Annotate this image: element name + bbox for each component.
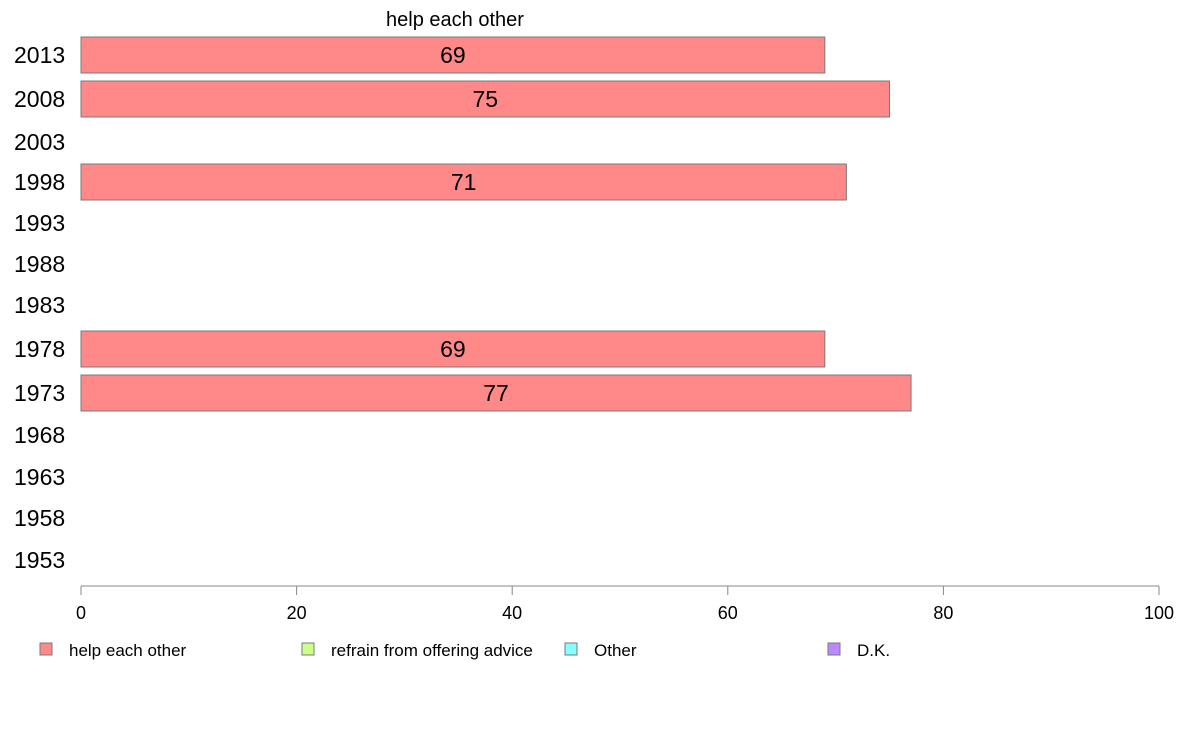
chart-series-title: help each other xyxy=(386,9,524,31)
bar-2008 xyxy=(80,80,890,118)
year-label-1953: 1953 xyxy=(14,547,65,573)
legend-swatch-2 xyxy=(564,642,578,656)
bar-1973 xyxy=(80,374,912,412)
data-label-1998: 71 xyxy=(451,169,477,195)
legend-swatch-1 xyxy=(301,642,315,656)
x-axis: 0 20 40 60 80 100 xyxy=(76,585,1174,623)
year-labels: 2013 2008 2003 1998 1993 1988 1983 1978 1973 1968… xyxy=(14,42,65,573)
legend-swatch-0 xyxy=(39,642,53,656)
x-tick-label-20: 20 xyxy=(287,603,307,623)
legend-label-3: D.K. xyxy=(857,641,890,660)
year-label-2003: 2003 xyxy=(14,129,65,155)
legend: help each other refrain from offering adv… xyxy=(39,641,890,660)
year-label-1958: 1958 xyxy=(14,505,65,531)
bar-1998 xyxy=(80,163,847,201)
legend-label-2: Other xyxy=(594,641,637,660)
year-label-2008: 2008 xyxy=(14,86,65,112)
legend-label-1: refrain from offering advice xyxy=(331,641,533,660)
data-label-1978: 69 xyxy=(440,336,466,362)
year-label-1968: 1968 xyxy=(14,422,65,448)
data-label-2013: 69 xyxy=(440,42,466,68)
x-tick-label-80: 80 xyxy=(933,603,953,623)
year-label-1978: 1978 xyxy=(14,336,65,362)
x-tick-label-0: 0 xyxy=(76,603,86,623)
year-label-1973: 1973 xyxy=(14,380,65,406)
year-label-1988: 1988 xyxy=(14,251,65,277)
bar-1978 xyxy=(80,330,826,368)
data-label-1973: 77 xyxy=(483,380,509,406)
x-tick-label-100: 100 xyxy=(1144,603,1174,623)
year-label-1993: 1993 xyxy=(14,210,65,236)
x-tick-label-40: 40 xyxy=(502,603,522,623)
x-tick-label-60: 60 xyxy=(718,603,738,623)
year-label-1963: 1963 xyxy=(14,464,65,490)
year-label-1998: 1998 xyxy=(14,169,65,195)
legend-swatch-3 xyxy=(827,642,841,656)
bar-2013 xyxy=(80,36,826,74)
data-label-2008: 75 xyxy=(472,86,498,112)
year-label-2013: 2013 xyxy=(14,42,65,68)
year-label-1983: 1983 xyxy=(14,292,65,318)
legend-label-0: help each other xyxy=(69,641,187,660)
